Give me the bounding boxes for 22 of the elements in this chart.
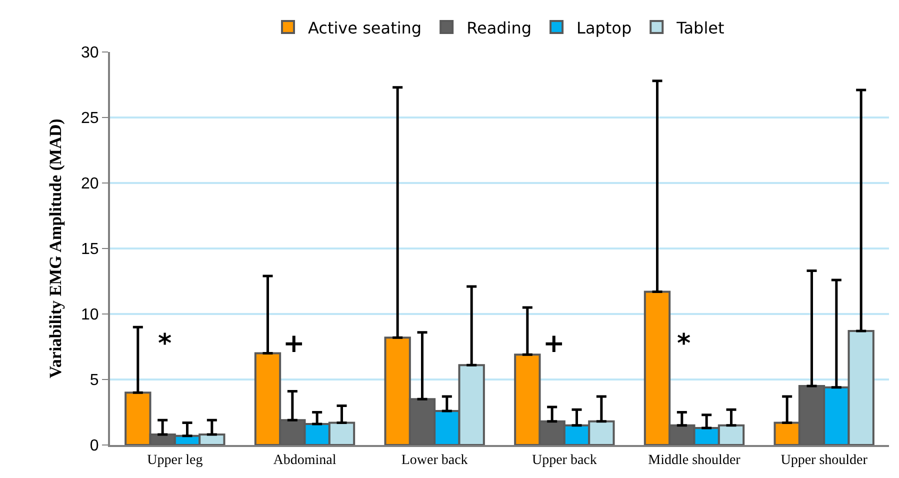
x-tick-label: Lower back	[401, 452, 468, 468]
y-axis-title: Variability EMG Amplitude (MAD)	[46, 118, 66, 378]
y-tick-label: 5	[90, 372, 99, 390]
x-tick-label: Upper shoulder	[780, 452, 868, 468]
x-tick-label: Upper back	[532, 452, 597, 468]
y-tick-label: 30	[81, 44, 99, 62]
x-tick-label: Middle shoulder	[648, 452, 741, 468]
y-tick-label: 10	[81, 306, 99, 324]
legend-label: Laptop	[576, 18, 632, 38]
annotation: +	[283, 329, 305, 359]
annotation: +	[543, 329, 565, 359]
y-tick-label: 20	[81, 176, 99, 193]
y-tick-label: 0	[90, 438, 99, 455]
x-tick-label: Upper leg	[147, 452, 203, 468]
y-tick-label: 25	[81, 110, 99, 128]
x-tick-label: Abdominal	[273, 452, 336, 468]
annotation: *	[677, 329, 691, 359]
annotation: *	[158, 329, 172, 359]
legend-label: Tablet	[676, 18, 724, 38]
legend-label: Reading	[466, 18, 532, 38]
y-tick-label: 15	[81, 241, 99, 258]
legend-label: Active seating	[308, 18, 422, 38]
